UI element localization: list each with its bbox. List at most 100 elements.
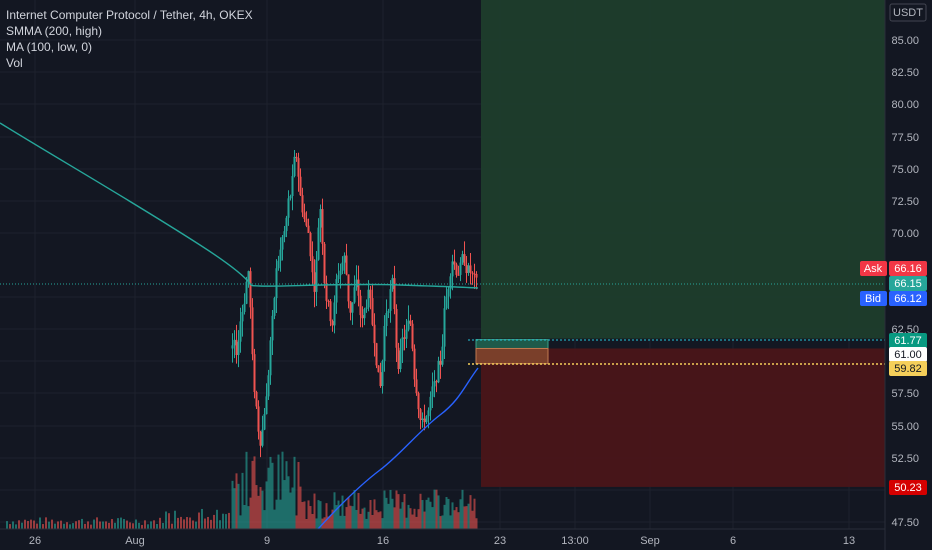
volume-bar (391, 498, 394, 529)
candle-body (357, 279, 360, 296)
candle-body (345, 255, 348, 275)
volume-bar (327, 516, 330, 529)
price-tick: 77.50 (891, 132, 919, 144)
candle-body (389, 289, 392, 311)
candle-body (313, 272, 316, 292)
stop-value: 50.23 (894, 482, 922, 494)
volume-bar (427, 497, 430, 529)
candle-body (467, 265, 470, 274)
volume-bar (405, 517, 408, 529)
symbol-title[interactable]: Internet Computer Protocol / Tether, 4h,… (6, 8, 253, 22)
volume-bar (243, 504, 246, 529)
candle-body (405, 329, 408, 339)
smma-indicator-label[interactable]: SMMA (200, high) (6, 24, 103, 38)
candle-body (253, 354, 256, 393)
candle-body (373, 324, 376, 344)
candle-body (397, 347, 400, 370)
volume-bar (295, 515, 298, 529)
ma-indicator-label[interactable]: MA (100, low, 0) (6, 40, 93, 54)
candle-body (231, 345, 234, 349)
candle-body (257, 406, 260, 432)
candle-body (265, 396, 268, 415)
volume-indicator-label[interactable]: Vol (6, 56, 23, 70)
candle-body (327, 300, 330, 302)
volume-bar (267, 467, 270, 529)
candle-body (361, 315, 364, 319)
candle-body (475, 274, 478, 278)
candle-body (291, 176, 294, 197)
volume-bar (228, 512, 230, 529)
volume-bar (183, 519, 185, 529)
candle-body (393, 278, 396, 310)
volume-bar (168, 513, 170, 529)
candle-body (329, 301, 332, 322)
candle-body (385, 312, 388, 326)
volume-bar (33, 520, 35, 529)
volume-bar (389, 489, 392, 529)
candle-body (273, 298, 276, 316)
candle-body (341, 262, 344, 271)
price-axis[interactable]: USDT 85.00 82.50 80.00 77.50 75.00 72.50… (860, 3, 927, 529)
volume-bar (377, 512, 380, 529)
time-tick: 13:00 (561, 535, 589, 547)
candle-body (371, 298, 374, 325)
volume-bar (415, 516, 418, 529)
volume-bar (207, 516, 209, 529)
volume-bar (471, 510, 474, 529)
volume-bar (87, 521, 89, 529)
volume-bar (261, 490, 264, 529)
candle-body (307, 225, 310, 233)
candle-body (269, 340, 272, 376)
volume-bar (433, 489, 436, 529)
volume-bar (399, 508, 402, 529)
volume-bar (337, 500, 340, 529)
candle-body (409, 320, 412, 324)
volume-bar (329, 515, 332, 529)
candle-body (287, 198, 290, 218)
volume-bar (255, 485, 258, 529)
volume-bar (132, 523, 134, 529)
candle-body (243, 303, 246, 312)
volume-bar (449, 515, 452, 529)
volume-bar (325, 503, 328, 529)
profit-zone (481, 0, 885, 339)
volume-bar (375, 510, 378, 529)
price-tick: 57.50 (891, 388, 919, 400)
currency-button[interactable] (889, 3, 927, 22)
candle-body (463, 254, 466, 265)
volume-bar (12, 521, 14, 529)
candle-body (239, 321, 242, 342)
target-value: 61.77 (894, 335, 922, 347)
candle-body (303, 212, 306, 219)
volume-bar (105, 521, 107, 529)
volume-bar (102, 521, 104, 529)
volume-bar (159, 517, 161, 529)
candle-body (459, 262, 462, 275)
position-zones[interactable] (475, 0, 885, 487)
volume-bar (123, 519, 125, 529)
volume-bar (455, 507, 458, 529)
volume-bar (369, 499, 372, 529)
volume-bar (27, 521, 29, 529)
bid-label: Bid (865, 293, 881, 305)
volume-bar (66, 522, 68, 529)
volume-bar (283, 480, 286, 529)
volume-bar (425, 499, 428, 529)
volume-bar (403, 493, 406, 529)
chart-legend[interactable]: Internet Computer Protocol / Tether, 4h,… (6, 7, 253, 71)
volume-bar (30, 519, 32, 529)
volume-bar (233, 488, 236, 529)
candle-body (379, 372, 382, 387)
volume-bar (120, 517, 122, 529)
volume-bar (99, 521, 101, 529)
volume-bar (359, 513, 362, 529)
volume-bar (63, 523, 65, 529)
volume-bar (189, 517, 191, 529)
time-axis[interactable]: 26 Aug 9 16 23 13:00 Sep 6 13 (29, 535, 855, 547)
candle-body (335, 279, 338, 303)
volume-bar (210, 519, 212, 529)
volume-bar (18, 520, 20, 529)
candle-body (429, 396, 432, 411)
volume-bar (465, 506, 468, 529)
